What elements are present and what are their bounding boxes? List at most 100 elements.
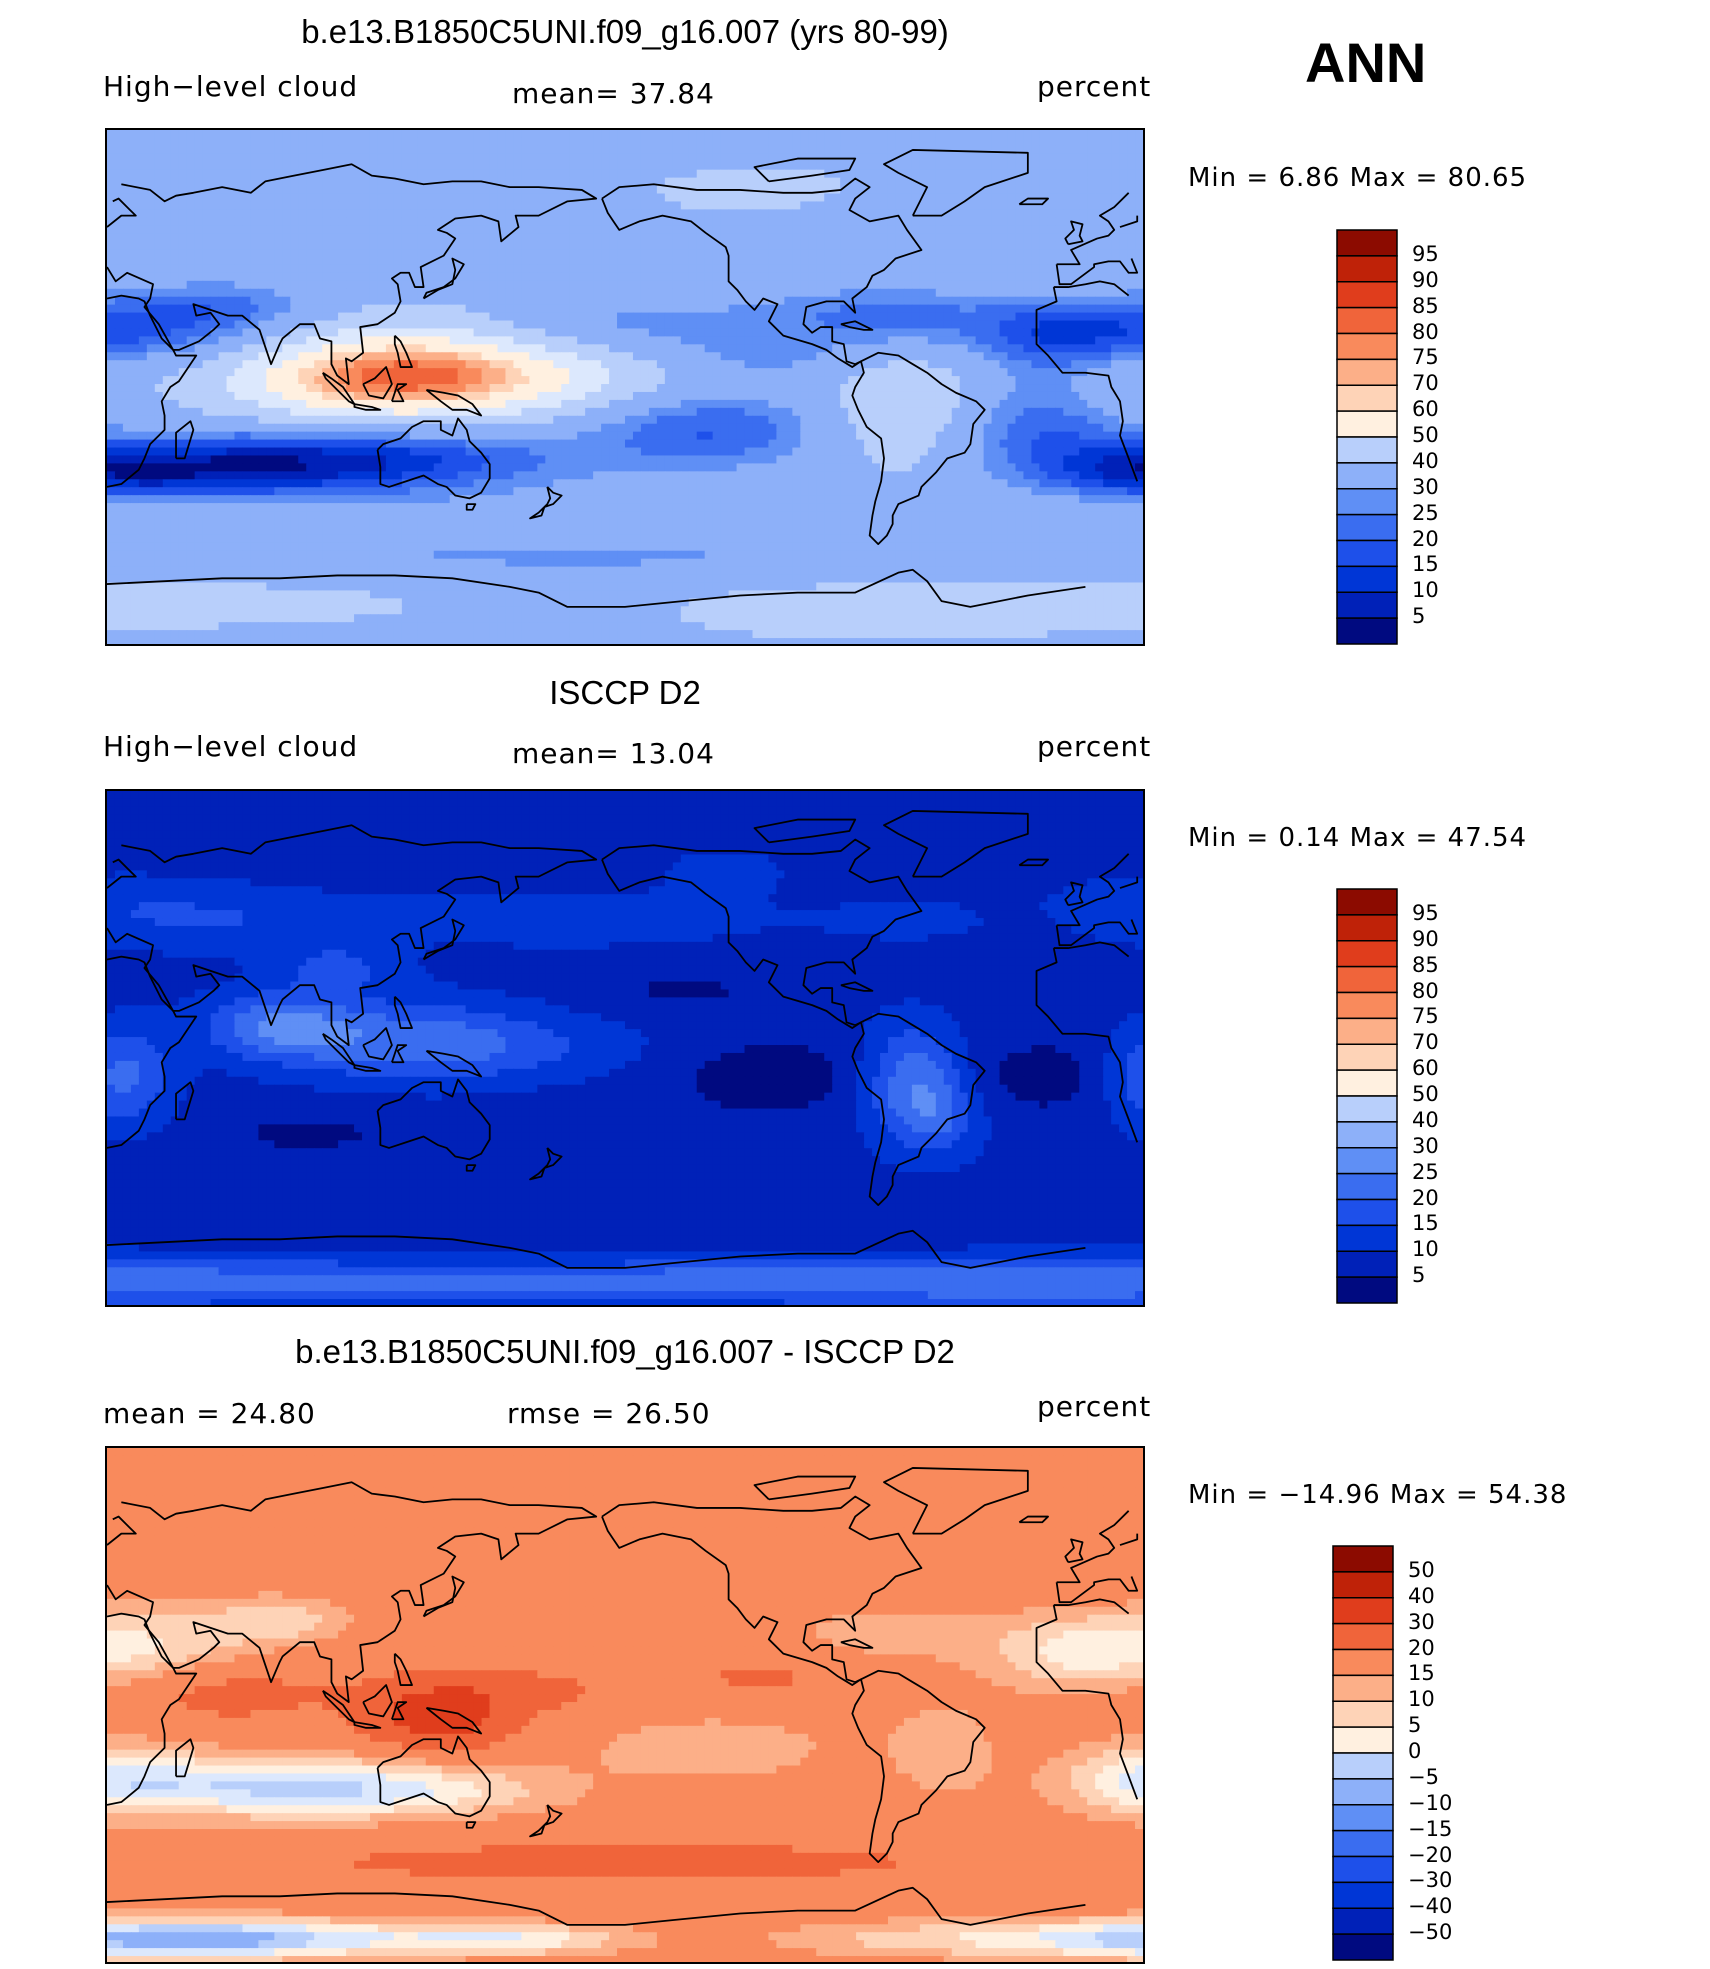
coastline bbox=[1064, 220, 1084, 246]
colorbar-swatch bbox=[1336, 617, 1398, 645]
colorbar-tick-label: 5 bbox=[1412, 1263, 1425, 1287]
colorbar-swatch bbox=[1336, 1095, 1398, 1123]
coastline bbox=[840, 981, 874, 992]
colorbar-tick-label: 20 bbox=[1408, 1636, 1435, 1660]
coastline bbox=[362, 1027, 393, 1061]
coastline bbox=[107, 1481, 1139, 1704]
colorbar-tick-label: 75 bbox=[1412, 345, 1439, 369]
coastline bbox=[851, 1669, 986, 1863]
coastline bbox=[601, 838, 923, 1029]
colorbar-swatch bbox=[1336, 1147, 1398, 1175]
coastline bbox=[422, 1575, 465, 1618]
panel-1-title: b.e13.B1850C5UNI.f09_g16.007 (yrs 80-99) bbox=[105, 13, 1145, 51]
coastline bbox=[107, 568, 1086, 608]
colorbar-tick-label: 50 bbox=[1412, 1082, 1439, 1106]
colorbar-swatch bbox=[1336, 1043, 1398, 1071]
coastline bbox=[840, 1638, 874, 1649]
coastline bbox=[883, 149, 1029, 217]
colorbar-swatch bbox=[1336, 436, 1398, 464]
panel-2-map bbox=[105, 789, 1145, 1307]
panel-3-title: b.e13.B1850C5UNI.f09_g16.007 - ISCCP D2 bbox=[105, 1333, 1145, 1371]
panel-3-min-max: Min = −14.96 Max = 54.38 bbox=[1188, 1480, 1567, 1510]
coastline bbox=[175, 1738, 195, 1778]
colorbar-tick-label: 10 bbox=[1412, 578, 1439, 602]
colorbar-swatch bbox=[1336, 940, 1398, 968]
field-cells bbox=[107, 130, 1143, 644]
coastline bbox=[362, 366, 393, 400]
coastline bbox=[107, 1515, 1139, 1546]
coastline bbox=[107, 858, 1139, 889]
colorbar-tick-label: −20 bbox=[1408, 1843, 1452, 1867]
coastline bbox=[851, 1012, 986, 1206]
colorbar-tick-label: 90 bbox=[1412, 927, 1439, 951]
coastline bbox=[376, 1078, 491, 1161]
panel-2-mean-label: mean= 13.04 bbox=[512, 737, 715, 770]
colorbar-swatch bbox=[1332, 1829, 1394, 1858]
colorbar-tick-label: 70 bbox=[1412, 1030, 1439, 1054]
colorbar-tick-label: −5 bbox=[1408, 1765, 1439, 1789]
coastline bbox=[107, 1229, 1086, 1269]
colorbar-tick-label: 15 bbox=[1412, 1211, 1439, 1235]
panel-2-units-label: percent bbox=[1037, 730, 1151, 763]
coastline bbox=[1018, 858, 1049, 867]
coastline bbox=[465, 1164, 477, 1172]
season-label: ANN bbox=[1305, 30, 1426, 95]
colorbar-tick-label: 30 bbox=[1412, 1134, 1439, 1158]
coastline bbox=[601, 1495, 923, 1686]
colorbar-swatch bbox=[1336, 229, 1398, 257]
panel-1-min-max: Min = 6.86 Max = 80.65 bbox=[1188, 163, 1527, 193]
coastline bbox=[1064, 881, 1084, 907]
colorbar-tick-label: 40 bbox=[1408, 1584, 1435, 1608]
panel-2-colorbar: 95 90 85 80 75 70 60 50 40 30 25 20 15 10 5 bbox=[1336, 888, 1439, 1304]
colorbar-tick-label: −50 bbox=[1408, 1920, 1452, 1944]
colorbar-tick-label: −40 bbox=[1408, 1894, 1452, 1918]
colorbar-swatch bbox=[1332, 1778, 1394, 1806]
colorbar-swatch bbox=[1336, 1276, 1398, 1304]
panel-1-units-label: percent bbox=[1037, 70, 1151, 103]
colorbar-swatch bbox=[1332, 1648, 1394, 1677]
colorbar-swatch bbox=[1336, 513, 1398, 542]
colorbar-swatch bbox=[1336, 1250, 1398, 1278]
colorbar-tick-label: 85 bbox=[1412, 294, 1439, 318]
coastline bbox=[1064, 1538, 1084, 1564]
coastline bbox=[376, 417, 491, 500]
coastline bbox=[391, 1044, 408, 1064]
colorbar-swatch bbox=[1336, 591, 1398, 619]
coastline bbox=[465, 503, 477, 511]
colorbar-swatch bbox=[1336, 565, 1398, 593]
coastline bbox=[1018, 1515, 1049, 1524]
coastline bbox=[107, 1886, 1086, 1926]
colorbar-tick-label: 5 bbox=[1412, 604, 1425, 628]
colorbar-swatch bbox=[1336, 991, 1398, 1020]
colorbar-tick-label: 20 bbox=[1412, 1186, 1439, 1210]
coastline bbox=[322, 1032, 356, 1067]
colorbar-swatch bbox=[1332, 1597, 1394, 1625]
coastline bbox=[107, 824, 1139, 1047]
colorbar-tick-label: 60 bbox=[1412, 397, 1439, 421]
colorbar-tick-label: 40 bbox=[1412, 1108, 1439, 1132]
colorbar-tick-label: −10 bbox=[1408, 1791, 1452, 1815]
coastline bbox=[422, 918, 465, 961]
colorbar-tick-label: 75 bbox=[1412, 1004, 1439, 1028]
colorbar-tick-label: 90 bbox=[1412, 268, 1439, 292]
colorbar-swatch bbox=[1332, 1855, 1394, 1884]
panel-2-min-max: Min = 0.14 Max = 47.54 bbox=[1188, 823, 1527, 853]
coastline bbox=[393, 995, 413, 1029]
colorbar-swatch bbox=[1332, 1907, 1394, 1935]
coastline bbox=[422, 257, 465, 300]
colorbar-swatch bbox=[1336, 462, 1398, 490]
colorbar-swatch bbox=[1336, 255, 1398, 283]
coastline bbox=[425, 388, 483, 417]
colorbar-swatch bbox=[1336, 488, 1398, 516]
field-cells bbox=[107, 791, 1143, 1305]
colorbar-swatch bbox=[1332, 1752, 1394, 1780]
colorbar-tick-label: 40 bbox=[1412, 449, 1439, 473]
coastline bbox=[529, 1147, 563, 1181]
coastline bbox=[601, 177, 923, 368]
colorbar-swatch bbox=[1332, 1700, 1394, 1728]
colorbar-tick-label: 85 bbox=[1412, 953, 1439, 977]
colorbar-tick-label: 25 bbox=[1412, 501, 1439, 525]
panel-3-colorbar: 50 40 30 20 15 10 5 0 −5 −10 −15 −20 −30 −40 −50 bbox=[1332, 1545, 1452, 1961]
panel-2-title: ISCCP D2 bbox=[105, 674, 1145, 712]
coastline bbox=[107, 1598, 1139, 1806]
